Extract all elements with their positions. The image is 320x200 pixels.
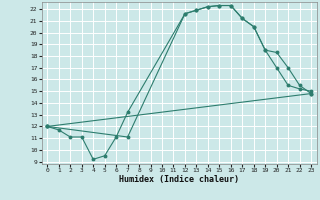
X-axis label: Humidex (Indice chaleur): Humidex (Indice chaleur) — [119, 175, 239, 184]
